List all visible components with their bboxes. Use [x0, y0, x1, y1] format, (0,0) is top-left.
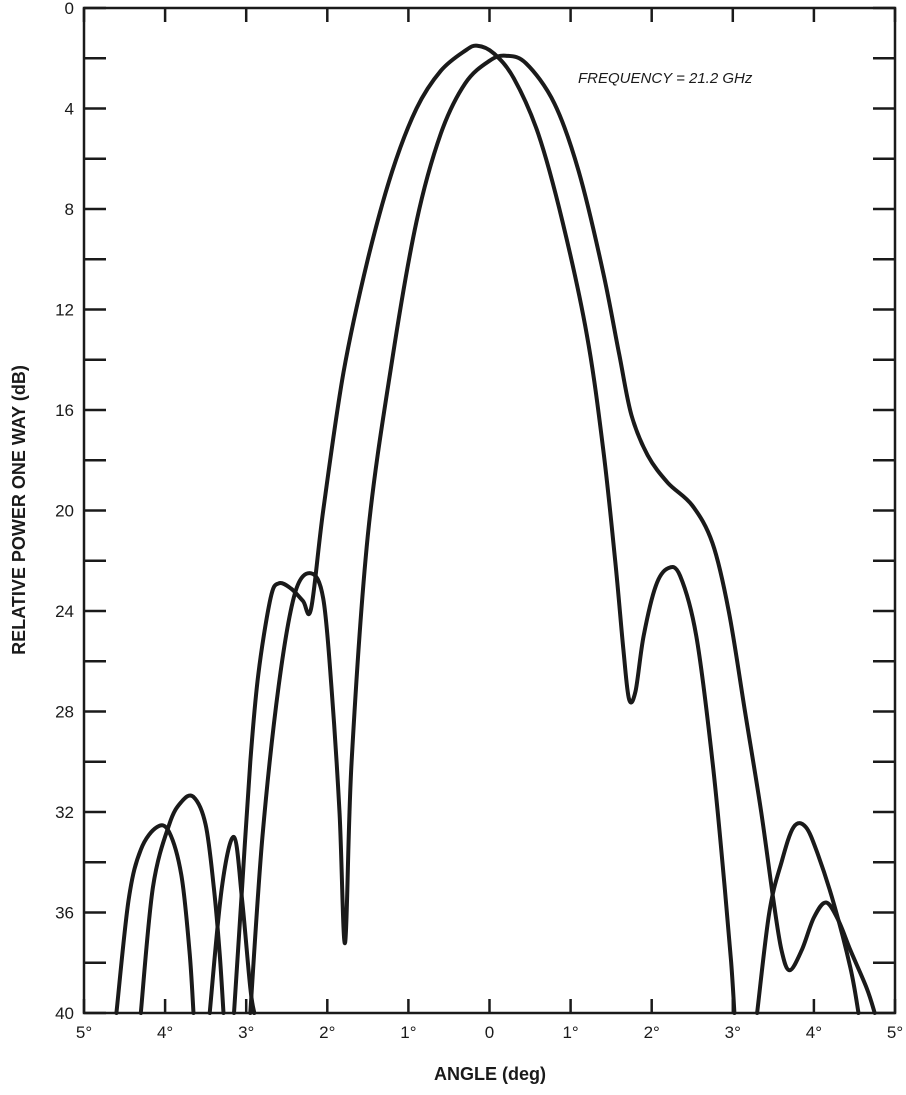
- y-axis-title: RELATIVE POWER ONE WAY (dB): [9, 365, 29, 655]
- y-tick-label: 4: [65, 100, 74, 119]
- y-tick-label: 8: [65, 200, 74, 219]
- y-tick-label: 16: [55, 401, 74, 420]
- x-tick-label: 5°: [76, 1023, 92, 1042]
- series-2-lobe-2: [207, 835, 257, 1015]
- x-tick-label: 1°: [562, 1023, 578, 1042]
- series-layer: [114, 43, 877, 1015]
- y-tick-label: 20: [55, 502, 74, 521]
- y-tick-label: 24: [55, 602, 74, 621]
- y-axis-tick-labels: 0 4 8 12 16 20 24 28 32 36 40: [55, 0, 74, 1023]
- y-tick-label: 28: [55, 703, 74, 722]
- x-tick-label: 3°: [725, 1023, 741, 1042]
- x-axis-tick-labels: 5° 4° 3° 2° 1° 0 1° 2° 3° 4° 5°: [76, 1023, 903, 1042]
- x-tick-label: 0: [485, 1023, 494, 1042]
- series-2: [138, 53, 877, 1015]
- x-axis-ticks: [82, 8, 897, 1013]
- plot-border: [82, 6, 897, 1015]
- plot-frame: [82, 6, 897, 1015]
- y-axis-ticks: [84, 6, 895, 1015]
- x-tick-label: 2°: [319, 1023, 335, 1042]
- series-1-lobe-1: [114, 823, 196, 1015]
- x-axis-title: ANGLE (deg): [434, 1064, 546, 1084]
- y-tick-label: 12: [55, 301, 74, 320]
- series-1-lobe-3: [755, 821, 861, 1015]
- y-tick-label: 0: [65, 0, 74, 18]
- x-tick-label: 3°: [238, 1023, 254, 1042]
- x-tick-label: 5°: [887, 1023, 903, 1042]
- x-tick-label: 1°: [400, 1023, 416, 1042]
- series-1-lobe-2: [232, 43, 737, 1015]
- series-2-lobe-3: [248, 53, 877, 1015]
- series-1: [114, 43, 861, 1015]
- x-tick-label: 2°: [644, 1023, 660, 1042]
- x-tick-label: 4°: [157, 1023, 173, 1042]
- y-tick-label: 32: [55, 803, 74, 822]
- y-tick-label: 36: [55, 904, 74, 923]
- y-tick-label: 40: [55, 1004, 74, 1023]
- frequency-annotation: FREQUENCY = 21.2 GHz: [578, 70, 753, 87]
- x-tick-label: 4°: [806, 1023, 822, 1042]
